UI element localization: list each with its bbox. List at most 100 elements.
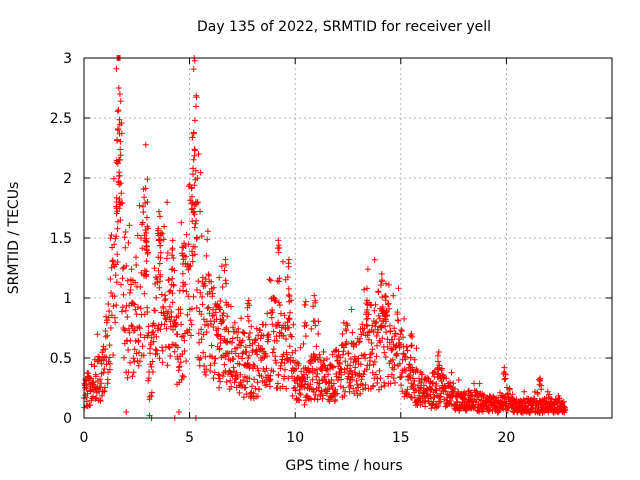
data-point xyxy=(349,329,356,336)
data-point xyxy=(174,331,181,338)
data-point xyxy=(135,304,141,310)
data-point xyxy=(506,386,513,393)
data-point xyxy=(118,190,125,197)
data-point xyxy=(338,371,345,378)
data-point xyxy=(202,371,209,378)
data-point xyxy=(544,388,551,395)
data-point xyxy=(408,342,415,349)
data-point xyxy=(192,199,199,205)
data-point xyxy=(257,335,264,342)
data-point xyxy=(188,184,195,191)
data-point xyxy=(215,375,222,382)
data-point xyxy=(180,279,187,286)
data-point xyxy=(398,328,405,334)
data-point xyxy=(195,278,202,285)
data-point xyxy=(217,298,224,304)
data-point xyxy=(434,352,441,359)
data-point xyxy=(286,298,293,305)
data-point xyxy=(105,301,112,307)
data-point xyxy=(207,362,214,369)
data-point xyxy=(190,165,196,172)
data-point xyxy=(169,299,176,306)
data-point xyxy=(436,394,443,401)
data-point xyxy=(143,258,150,265)
data-point xyxy=(365,336,372,343)
data-point xyxy=(437,398,444,405)
data-point xyxy=(187,262,194,269)
data-point xyxy=(369,346,376,353)
data-point xyxy=(194,234,201,241)
data-point xyxy=(353,342,360,348)
data-point xyxy=(190,130,197,137)
data-point xyxy=(248,323,255,330)
data-point xyxy=(107,325,114,331)
data-point xyxy=(127,287,134,293)
data-point xyxy=(197,289,204,296)
data-point xyxy=(185,293,192,300)
data-point xyxy=(378,271,385,277)
data-point xyxy=(163,325,170,332)
data-point xyxy=(193,94,200,101)
data-point xyxy=(346,379,353,386)
data-point xyxy=(126,289,133,296)
data-point xyxy=(263,381,270,388)
data-point xyxy=(246,330,253,336)
data-point xyxy=(407,332,414,339)
data-point xyxy=(330,364,337,371)
data-point xyxy=(190,156,197,163)
data-point xyxy=(229,335,236,342)
data-point xyxy=(224,313,231,320)
data-point xyxy=(179,372,186,379)
data-point xyxy=(210,324,217,330)
data-point xyxy=(355,384,362,391)
data-point xyxy=(113,302,120,309)
data-point xyxy=(87,402,94,409)
data-point xyxy=(148,389,155,396)
data-point xyxy=(317,354,323,361)
data-point xyxy=(283,385,290,392)
data-point xyxy=(114,251,121,258)
data-point xyxy=(127,359,134,366)
data-point xyxy=(152,346,159,353)
data-point xyxy=(203,252,210,259)
data-point xyxy=(84,390,91,397)
data-point xyxy=(100,369,107,376)
data-point xyxy=(384,301,391,308)
data-point xyxy=(161,321,168,328)
data-point xyxy=(220,310,227,317)
data-point xyxy=(344,322,351,329)
data-point xyxy=(422,397,429,404)
data-point xyxy=(197,208,204,215)
data-point xyxy=(123,409,130,415)
data-point xyxy=(204,305,211,312)
data-point xyxy=(244,378,251,385)
data-point xyxy=(238,315,245,322)
data-point xyxy=(110,303,117,310)
data-point xyxy=(297,391,304,398)
data-point xyxy=(368,302,375,309)
data-point xyxy=(254,393,261,400)
data-point xyxy=(140,203,147,210)
data-point xyxy=(309,376,316,383)
data-point xyxy=(397,374,404,381)
data-point xyxy=(504,391,511,398)
data-point xyxy=(391,361,398,368)
data-point xyxy=(350,385,357,392)
data-point xyxy=(357,390,364,397)
data-point xyxy=(494,409,501,416)
y-tick-label: 1.5 xyxy=(50,231,72,247)
data-point xyxy=(290,321,297,328)
y-tick-label: 0 xyxy=(63,411,72,427)
data-point xyxy=(157,254,164,261)
data-point xyxy=(144,199,151,205)
data-point xyxy=(128,281,135,288)
data-point xyxy=(177,310,184,317)
data-point xyxy=(276,302,283,309)
data-point xyxy=(116,173,122,179)
data-point xyxy=(391,325,398,332)
data-point xyxy=(368,340,375,346)
data-point xyxy=(180,373,187,380)
data-point xyxy=(131,346,138,353)
data-point xyxy=(166,288,173,295)
data-point xyxy=(121,234,128,241)
